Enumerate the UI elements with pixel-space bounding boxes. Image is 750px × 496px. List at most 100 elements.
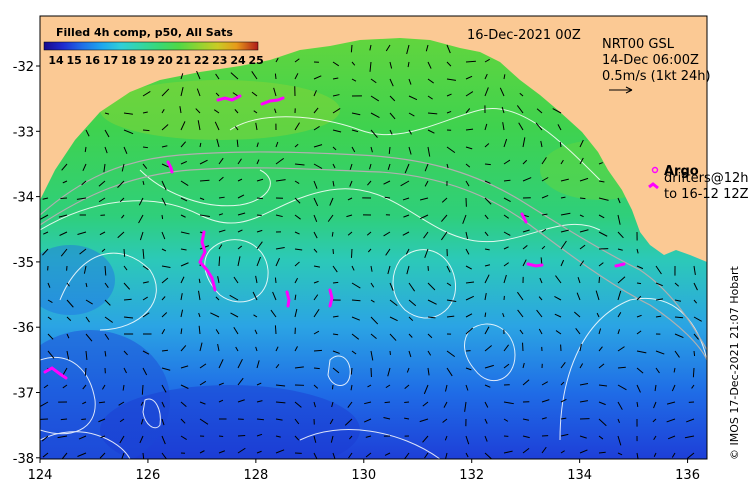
current-vector [427,95,433,100]
current-vector [575,328,581,335]
current-vector [465,384,469,391]
current-vector [383,180,391,185]
current-vector [234,109,239,114]
current-vector [180,345,187,352]
current-vector [123,129,134,135]
current-vector [541,381,548,386]
current-vector [667,435,676,440]
current-vector [123,350,128,356]
current-vector [180,160,188,165]
current-vector [256,400,263,403]
x-tick-label: 128 [243,468,268,483]
current-vector [42,452,49,458]
current-vector [47,350,55,359]
current-vector [389,95,396,102]
current-vector [294,197,301,204]
cold-patch-s [100,385,360,459]
current-vector [332,333,339,336]
current-vector [598,401,606,406]
current-vector [77,231,87,236]
current-vector [427,367,430,376]
y-tick-label: -33 [13,125,34,140]
current-vector [389,78,394,87]
current-vector [387,163,391,170]
current-vector [104,299,111,306]
current-vector [60,197,68,200]
current-vector [598,262,604,267]
current-vector [313,125,320,131]
current-vector [233,276,239,284]
current-vector [363,418,372,423]
current-vector [123,146,128,154]
current-vector [256,256,261,267]
current-vector [654,384,657,392]
current-vector [313,144,323,148]
current-vector [370,112,380,118]
current-vector [465,60,476,63]
current-vector [446,315,455,318]
current-vector [161,401,165,408]
current-vector [256,418,264,421]
current-vector [385,44,391,52]
current-vector [47,282,51,288]
current-vector [180,248,187,251]
current-vector [617,346,625,352]
current-vector [256,197,263,200]
current-vector [517,309,524,318]
current-vector [441,197,448,203]
current-vector [47,299,53,304]
current-vector [598,435,604,440]
current-vector [85,299,93,305]
current-vector [484,364,494,369]
current-vector [365,452,372,458]
current-vector [652,418,657,423]
current-vector [541,417,547,420]
colorbar-tick: 16 [85,54,101,67]
current-vector [560,240,567,250]
current-vector [484,231,489,237]
current-vector [332,265,338,273]
current-vector [367,384,372,388]
current-vector [332,77,339,80]
current-vector [294,277,299,284]
current-vector [42,248,49,256]
current-vector [121,163,125,172]
current-vector [313,265,321,268]
current-vector [653,401,657,409]
current-vector [367,248,372,253]
current-vector [674,333,684,339]
current-vector [579,214,584,218]
current-vector [364,401,372,405]
current-vector [655,298,664,301]
current-vector [142,367,148,376]
current-vector [538,328,543,335]
current-vector [344,418,353,426]
current-vector [215,73,220,80]
current-vector [104,112,110,115]
current-vector [123,316,134,319]
y-tick-label: -36 [13,321,34,336]
current-vector [424,248,429,258]
current-vector [119,197,125,203]
current-vector [484,197,492,205]
current-vector [560,229,569,233]
y-axis: -32 -33 -34 -35 -36 -37 -38 [13,60,40,467]
current-vector [686,418,695,423]
current-vector [59,231,68,236]
cold-patch-w [40,245,115,315]
current-vector [237,358,243,369]
current-vector [350,44,353,53]
current-vector [444,384,448,392]
current-vector [348,452,353,459]
current-vector [255,346,258,352]
current-vector [636,350,647,354]
current-vector [484,87,489,97]
current-vector [400,180,410,187]
current-vector [123,282,131,290]
current-vector [384,452,391,456]
current-vector [408,78,412,85]
drifter-marker [648,182,659,190]
current-vector [196,70,201,80]
current-vector [423,231,429,239]
current-vector [671,452,676,458]
